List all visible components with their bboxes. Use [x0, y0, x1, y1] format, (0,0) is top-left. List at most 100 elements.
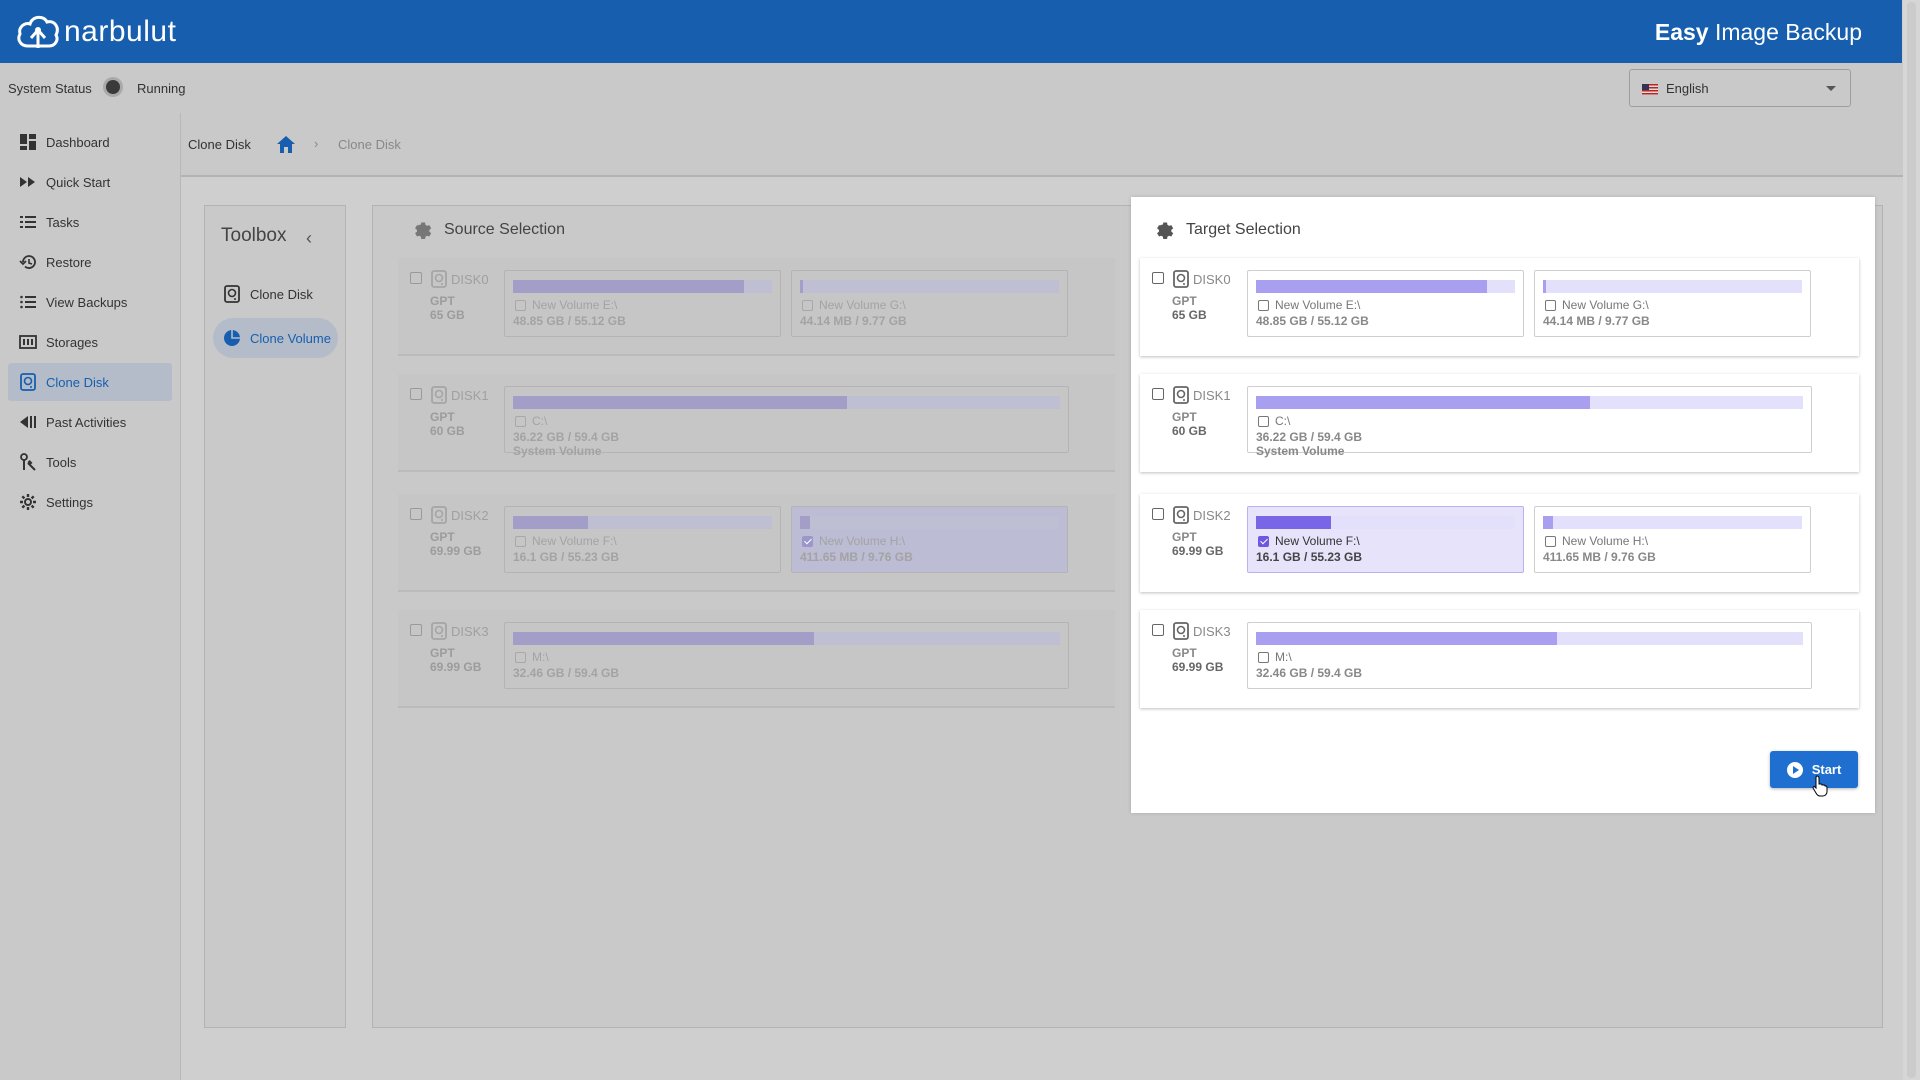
target-selection-label: Target Selection: [1186, 221, 1301, 238]
volume-card[interactable]: New Volume G:\ 44.14 MB / 9.77 GB: [791, 270, 1068, 337]
volume-card[interactable]: C:\ 36.22 GB / 59.4 GB System Volume: [504, 386, 1069, 458]
storage-icon: [18, 332, 38, 352]
sidebar-item-restore[interactable]: Restore: [8, 243, 172, 281]
volume-usage-text: 32.46 GB / 59.4 GB: [1256, 666, 1363, 680]
hard-disk-icon: [1172, 386, 1190, 407]
volume-card[interactable]: New Volume F:\ 16.1 GB / 55.23 GB: [1247, 506, 1524, 573]
breadcrumb-separator: ›: [314, 136, 319, 151]
disk-checkbox[interactable]: [410, 508, 422, 520]
volume-usage-bar: [1256, 516, 1515, 529]
disk-name: DISK1: [451, 388, 489, 403]
volume-name: New Volume F:\: [532, 534, 617, 548]
source-disk-card: DISK2 GPT 69.99 GB New Volume F:\ 16.1 G…: [398, 494, 1115, 592]
volume-checkbox[interactable]: [1258, 536, 1269, 547]
us-flag-icon: [1642, 84, 1658, 95]
volume-checkbox[interactable]: [515, 652, 526, 663]
sidebar-item-view-backups[interactable]: View Backups: [8, 283, 172, 321]
sidebar-item-dashboard[interactable]: Dashboard: [8, 123, 172, 161]
volume-name: New Volume E:\: [532, 298, 618, 312]
play-icon: [1786, 761, 1803, 778]
target-selection-title: Target Selection: [1152, 218, 1301, 242]
system-status-label: System Status: [8, 81, 92, 96]
volume-usage-fill: [1256, 280, 1487, 293]
volume-checkbox[interactable]: [515, 536, 526, 547]
disk-name: DISK1: [1193, 388, 1231, 403]
view-list-icon: [18, 292, 38, 312]
disk-size: 69.99 GB: [1172, 544, 1224, 558]
disk-checkbox[interactable]: [410, 388, 422, 400]
page-scrollbar[interactable]: [1903, 0, 1920, 1080]
hard-disk-icon: [1172, 622, 1190, 643]
sidebar-item-storages[interactable]: Storages: [8, 323, 172, 361]
sidebar-item-label: Tools: [46, 454, 77, 470]
volume-card[interactable]: C:\ 36.22 GB / 59.4 GB System Volume: [1247, 386, 1812, 458]
volume-card[interactable]: M:\ 32.46 GB / 59.4 GB: [504, 622, 1069, 689]
disk-partition-type: GPT: [430, 646, 455, 660]
brand-name: narbulut: [64, 15, 177, 48]
home-icon[interactable]: [276, 135, 296, 157]
volume-card[interactable]: New Volume E:\ 48.85 GB / 55.12 GB: [504, 270, 781, 337]
sidebar-item-tools[interactable]: Tools: [8, 443, 172, 481]
volume-name: New Volume G:\: [1562, 298, 1649, 312]
start-button[interactable]: Start: [1770, 751, 1858, 788]
volume-checkbox[interactable]: [1258, 300, 1269, 311]
brand-logo[interactable]: narbulut: [14, 8, 176, 56]
volume-card[interactable]: New Volume G:\ 44.14 MB / 9.77 GB: [1534, 270, 1811, 337]
volume-usage-fill: [1543, 280, 1547, 293]
volume-checkbox[interactable]: [1258, 416, 1269, 427]
sidebar-item-past-activities[interactable]: Past Activities: [8, 403, 172, 441]
collapse-toolbox-icon[interactable]: ‹: [306, 228, 312, 248]
sidebar-item-tasks[interactable]: Tasks: [8, 203, 172, 241]
toolbox-item-clone-disk[interactable]: Clone Disk: [213, 274, 338, 314]
toolbox-item-clone-volume[interactable]: Clone Volume: [213, 318, 338, 358]
volume-usage-fill: [1543, 516, 1554, 529]
scrollbar-thumb[interactable]: [1907, 2, 1916, 1078]
volume-name: New Volume F:\: [1275, 534, 1360, 548]
disk-checkbox[interactable]: [1152, 508, 1164, 520]
sidebar-item-clone-disk[interactable]: Clone Disk: [8, 363, 172, 401]
settings-icon: [18, 492, 38, 512]
disk-checkbox[interactable]: [1152, 624, 1164, 636]
volume-card[interactable]: New Volume F:\ 16.1 GB / 55.23 GB: [504, 506, 781, 573]
volume-usage-bar: [1256, 632, 1803, 645]
volume-card[interactable]: M:\ 32.46 GB / 59.4 GB: [1247, 622, 1812, 689]
volume-checkbox[interactable]: [515, 300, 526, 311]
toolbox-title: Toolbox: [221, 225, 287, 246]
disk-name: DISK2: [1193, 508, 1231, 523]
disk-checkbox[interactable]: [410, 624, 422, 636]
sidebar-item-label: Dashboard: [46, 134, 110, 150]
volume-checkbox[interactable]: [515, 416, 526, 427]
language-select[interactable]: English: [1629, 69, 1851, 107]
disk-checkbox[interactable]: [1152, 272, 1164, 284]
disk-checkbox[interactable]: [410, 272, 422, 284]
volume-usage-fill: [513, 516, 589, 529]
gear-icon: [1157, 222, 1174, 240]
disk-checkbox[interactable]: [1152, 388, 1164, 400]
sidebar: [0, 113, 181, 1080]
volume-card[interactable]: New Volume H:\ 411.65 MB / 9.76 GB: [791, 506, 1068, 573]
breadcrumb-current: Clone Disk: [338, 137, 401, 152]
volume-checkbox[interactable]: [1258, 652, 1269, 663]
volume-usage-fill: [800, 516, 811, 529]
source-selection-title: Source Selection: [410, 218, 565, 242]
sidebar-item-quick-start[interactable]: Quick Start: [8, 163, 172, 201]
volume-checkbox[interactable]: [1545, 536, 1556, 547]
volume-usage-bar: [800, 280, 1059, 293]
volume-checkbox[interactable]: [802, 300, 813, 311]
start-button-label: Start: [1811, 762, 1842, 777]
volume-usage-text: 44.14 MB / 9.77 GB: [800, 314, 907, 328]
volume-checkbox[interactable]: [802, 536, 813, 547]
toolbox-item-label: Clone Volume: [250, 330, 331, 346]
disk-partition-type: GPT: [430, 294, 455, 308]
disk-size: 60 GB: [430, 424, 465, 438]
target-disk-card: DISK0 GPT 65 GB New Volume E:\ 48.85 GB …: [1140, 258, 1859, 356]
disk-icon: [18, 372, 38, 392]
dashboard-icon: [18, 132, 38, 152]
volume-card[interactable]: New Volume H:\ 411.65 MB / 9.76 GB: [1534, 506, 1811, 573]
sidebar-item-settings[interactable]: Settings: [8, 483, 172, 521]
volume-card[interactable]: New Volume E:\ 48.85 GB / 55.12 GB: [1247, 270, 1524, 337]
disk-partition-type: GPT: [430, 410, 455, 424]
volume-usage-bar: [1256, 280, 1515, 293]
volume-checkbox[interactable]: [1545, 300, 1556, 311]
target-disk-card: DISK1 GPT 60 GB C:\ 36.22 GB / 59.4 GB S…: [1140, 374, 1859, 472]
